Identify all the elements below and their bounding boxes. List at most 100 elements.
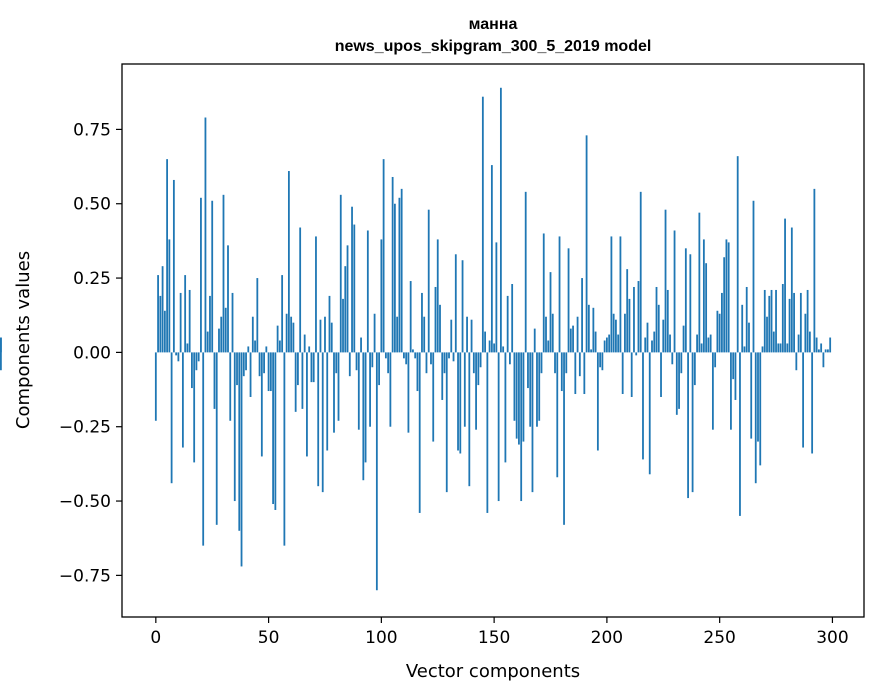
bar (197, 352, 200, 362)
bar (572, 325, 574, 353)
bar (355, 352, 358, 371)
bar (639, 191, 642, 353)
bar (806, 289, 809, 353)
bar (389, 352, 392, 427)
x-tick-label: 0 (150, 628, 161, 648)
bar (705, 263, 708, 353)
bar (673, 230, 676, 353)
bar (432, 352, 435, 442)
bar (272, 352, 274, 505)
bar (499, 87, 502, 353)
bar (301, 352, 304, 409)
bar (427, 209, 430, 353)
bar (488, 340, 491, 353)
bar (493, 343, 496, 353)
bar (533, 328, 536, 353)
bar (326, 352, 329, 451)
bar (590, 349, 592, 353)
bar (276, 325, 279, 353)
bar (490, 165, 493, 353)
bar (829, 337, 832, 353)
bar (824, 349, 827, 353)
bar (317, 352, 320, 487)
bar (578, 352, 581, 377)
bars-group (0, 87, 832, 591)
bar (827, 349, 829, 353)
bar (775, 289, 777, 353)
x-tick-label: 50 (258, 628, 280, 648)
bar (319, 319, 322, 353)
bar (569, 328, 572, 353)
x-tick-label: 200 (591, 628, 623, 648)
x-axis-label: Vector components (406, 661, 580, 682)
bar (461, 260, 464, 353)
bar (366, 230, 369, 353)
x-axis-ticks: 0 50 100 150 200 250 300 (150, 617, 849, 648)
bar (220, 316, 223, 353)
bar (229, 352, 232, 421)
bar (477, 352, 480, 386)
bar (466, 316, 468, 353)
bar (734, 352, 737, 400)
bar (285, 313, 288, 353)
bar (222, 194, 225, 353)
bar (691, 352, 694, 493)
bar (808, 331, 811, 353)
bar (556, 352, 559, 478)
bar (206, 331, 209, 353)
bar (364, 352, 367, 463)
bar (425, 352, 428, 374)
bar (741, 304, 744, 353)
bar (333, 352, 335, 433)
bar (391, 176, 394, 353)
bar (558, 236, 561, 353)
bar (308, 346, 311, 353)
bar (763, 289, 766, 353)
bar (163, 310, 166, 353)
bar (513, 352, 516, 421)
bar (423, 316, 426, 353)
bar (815, 337, 818, 353)
bar (772, 331, 775, 353)
bar (384, 352, 387, 359)
bar (817, 349, 820, 353)
bar (191, 352, 193, 389)
bar (768, 295, 771, 353)
bar (682, 325, 685, 353)
bar (231, 292, 234, 353)
bar (215, 352, 218, 525)
bar (312, 352, 315, 383)
bar (784, 218, 786, 353)
y-tick-label: 0.75 (73, 120, 111, 140)
bar (524, 191, 527, 353)
bar (531, 352, 534, 493)
bar (179, 292, 182, 353)
bar (637, 281, 640, 353)
bar (822, 352, 825, 368)
bar (339, 194, 342, 353)
bar (788, 298, 791, 353)
bar (202, 352, 205, 546)
bar (680, 352, 683, 374)
bar (750, 352, 753, 439)
bar (299, 227, 302, 353)
bar (439, 304, 441, 353)
bar (195, 352, 198, 371)
bar (727, 242, 730, 353)
bar (736, 156, 739, 353)
bar (725, 239, 728, 353)
bar (348, 352, 351, 377)
bar (335, 352, 338, 374)
bar (797, 334, 800, 353)
bar (346, 245, 349, 353)
bar (211, 200, 214, 353)
bar (287, 171, 290, 353)
bar (209, 295, 211, 353)
bar (161, 266, 164, 353)
bar (218, 328, 220, 353)
bar (184, 275, 187, 353)
bar (752, 200, 755, 353)
bar (403, 352, 405, 359)
bar (238, 352, 241, 531)
bar (804, 313, 807, 353)
